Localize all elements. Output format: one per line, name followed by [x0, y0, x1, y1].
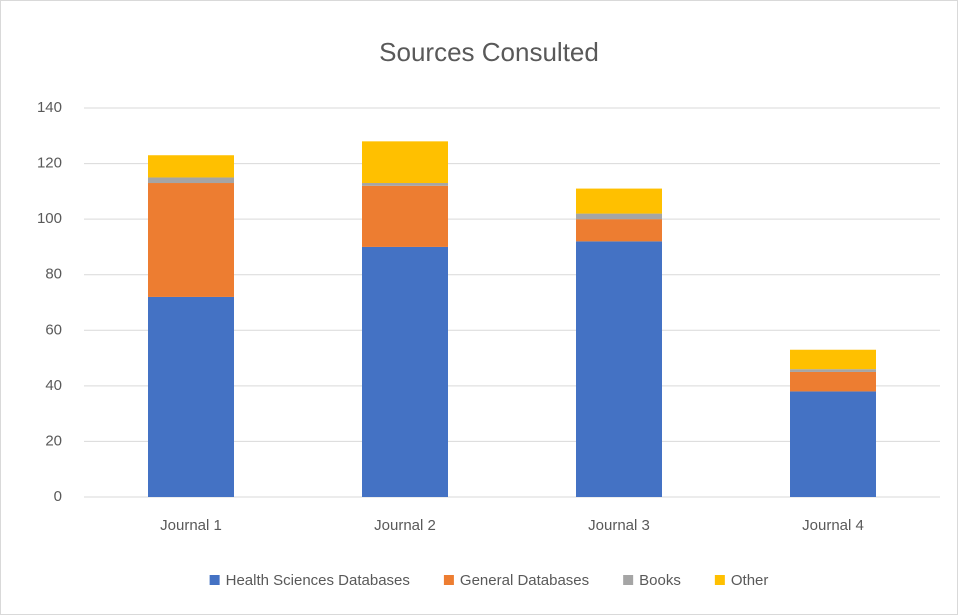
y-tick-label: 120: [37, 155, 62, 172]
bar-segment: [148, 177, 234, 184]
bar-segment: [576, 188, 662, 214]
legend-label: Books: [639, 572, 681, 589]
bar-segment: [362, 246, 448, 497]
legend-swatch: [714, 575, 725, 585]
bar-segment: [362, 141, 448, 184]
y-tick-label: 0: [54, 488, 62, 505]
bar-segment: [576, 241, 662, 497]
legend-swatch: [623, 575, 634, 585]
bar-segment: [790, 371, 876, 392]
bar-segment: [148, 155, 234, 178]
bar-segment: [790, 369, 876, 372]
legend-label: Health Sciences Databases: [226, 572, 410, 589]
chart-title: Sources Consulted: [379, 37, 599, 67]
y-tick-label: 60: [45, 321, 62, 338]
x-tick-label: Journal 1: [160, 517, 222, 534]
bar-segment: [362, 183, 448, 186]
x-tick-label: Journal 2: [374, 517, 436, 534]
y-tick-label: 20: [45, 432, 62, 449]
legend-label: Other: [731, 572, 769, 589]
bar-segment: [790, 391, 876, 497]
bar-segment: [148, 183, 234, 297]
bar-segment: [790, 349, 876, 370]
y-tick-label: 40: [45, 377, 62, 394]
legend-label: General Databases: [460, 572, 589, 589]
bar-segment: [362, 185, 448, 247]
y-tick-label: 100: [37, 210, 62, 227]
bar-segment: [576, 213, 662, 220]
y-tick-label: 140: [37, 99, 62, 116]
legend-swatch: [443, 575, 454, 585]
x-tick-label: Journal 4: [802, 517, 864, 534]
y-tick-label: 80: [45, 266, 62, 283]
bar-segment: [148, 296, 234, 497]
x-tick-label: Journal 3: [588, 517, 650, 534]
bar-segment: [576, 219, 662, 242]
legend-swatch: [209, 575, 220, 585]
